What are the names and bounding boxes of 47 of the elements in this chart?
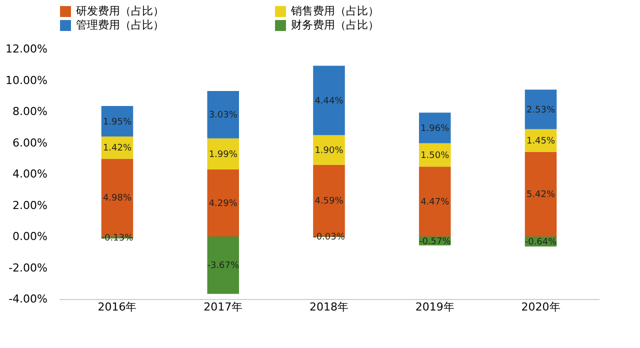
data-label: 1.95% — [102, 117, 132, 128]
bar — [524, 152, 557, 236]
y-tick-label: 6.00% — [12, 136, 48, 150]
legend-label: 研发费用（占比） — [76, 4, 164, 18]
bar — [207, 138, 239, 170]
data-label: 1.90% — [314, 146, 344, 156]
x-tick-label: 2019年 — [415, 300, 454, 314]
data-label: 1.96% — [420, 124, 450, 134]
y-tick-label: 8.00% — [12, 105, 48, 118]
y-tick-label: 10.00% — [6, 74, 48, 87]
y-tick-label: 12.00% — [6, 42, 48, 56]
legend-label: 销售费用（占比） — [290, 4, 379, 18]
data-label: 1.42% — [102, 144, 132, 154]
y-tick-label: -2.00% — [8, 261, 48, 274]
data-label: 5.42% — [526, 190, 556, 200]
data-label: 2.53% — [526, 105, 556, 116]
x-tick-label: 2017年 — [204, 300, 243, 314]
data-label: 4.29% — [208, 198, 238, 209]
bar — [419, 112, 451, 144]
x-tick-label: 2016年 — [98, 300, 137, 314]
y-tick-label: 4.00% — [12, 168, 48, 180]
bar — [207, 236, 239, 294]
data-label: -0.64% — [524, 238, 558, 248]
bar — [207, 91, 239, 138]
data-label: 1.50% — [420, 150, 450, 161]
x-tick-label: 2020年 — [521, 300, 560, 314]
bar — [101, 106, 134, 136]
y-tick-label: 0.00% — [12, 230, 48, 243]
bar — [313, 66, 345, 136]
bar — [419, 166, 451, 236]
data-label: -3.67% — [207, 261, 240, 272]
data-label: 4.47% — [420, 198, 450, 208]
data-label: 4.44% — [314, 96, 344, 106]
bar — [207, 169, 239, 236]
legend-label: 财务费用（占比） — [291, 18, 379, 32]
bar — [524, 90, 557, 130]
data-label: 4.98% — [102, 194, 132, 204]
data-label: 1.99% — [208, 150, 238, 160]
y-tick-label: -4.00% — [8, 292, 48, 306]
data-label: -0.57% — [418, 236, 452, 247]
y-tick-label: 2.00% — [12, 198, 48, 212]
legend-label: 管理费用（占比） — [76, 18, 164, 32]
x-tick-label: 2018年 — [310, 300, 348, 314]
data-label: 3.03% — [208, 110, 238, 121]
data-label: 1.45% — [526, 136, 556, 146]
data-label: 4.59% — [314, 196, 344, 207]
bar — [313, 135, 345, 165]
